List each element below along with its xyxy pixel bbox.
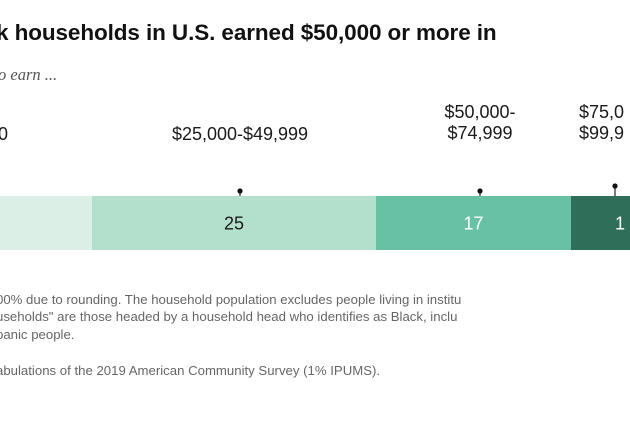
category-label-line: $75,0 bbox=[579, 102, 625, 122]
chart-title: k households in U.S. earned $50,000 or m… bbox=[0, 20, 497, 45]
bar-segment bbox=[0, 196, 92, 250]
category-label-line: 0 bbox=[0, 124, 9, 144]
category-label-line: $25,000-$49,999 bbox=[171, 124, 309, 144]
segment-value-label: 25 bbox=[224, 214, 244, 234]
bar-segment bbox=[92, 196, 376, 250]
category-label-line: $74,999 bbox=[447, 123, 513, 143]
chart-subtitle: o earn ... bbox=[0, 65, 58, 84]
label-leader-dot bbox=[612, 183, 618, 189]
note-line: panic people. bbox=[0, 326, 75, 342]
segment-value-label: 17 bbox=[463, 214, 483, 234]
category-label: 0 bbox=[0, 124, 8, 145]
bar-segment bbox=[376, 196, 571, 250]
category-label: $25,000-$49,999 bbox=[172, 124, 308, 145]
category-label: $50,000- $74,999 bbox=[444, 102, 515, 144]
chart-note: 00% due to rounding. The household popul… bbox=[0, 291, 461, 343]
stacked-bar-chart: 25 17 1 bbox=[0, 183, 630, 250]
category-label-line: $99,9 bbox=[579, 123, 625, 143]
note-line: useholds" are those headed by a househol… bbox=[0, 309, 458, 325]
category-label-line: $50,000- bbox=[444, 102, 516, 122]
label-leader-dot bbox=[237, 188, 243, 194]
label-leader-dot bbox=[477, 188, 483, 194]
category-label: $75,0 $99,9 bbox=[579, 102, 624, 144]
segment-value-label: 1 bbox=[615, 214, 625, 234]
note-line: 00% due to rounding. The household popul… bbox=[0, 292, 462, 307]
bar-segment bbox=[571, 196, 630, 250]
chart-source: abulations of the 2019 American Communit… bbox=[0, 363, 381, 378]
